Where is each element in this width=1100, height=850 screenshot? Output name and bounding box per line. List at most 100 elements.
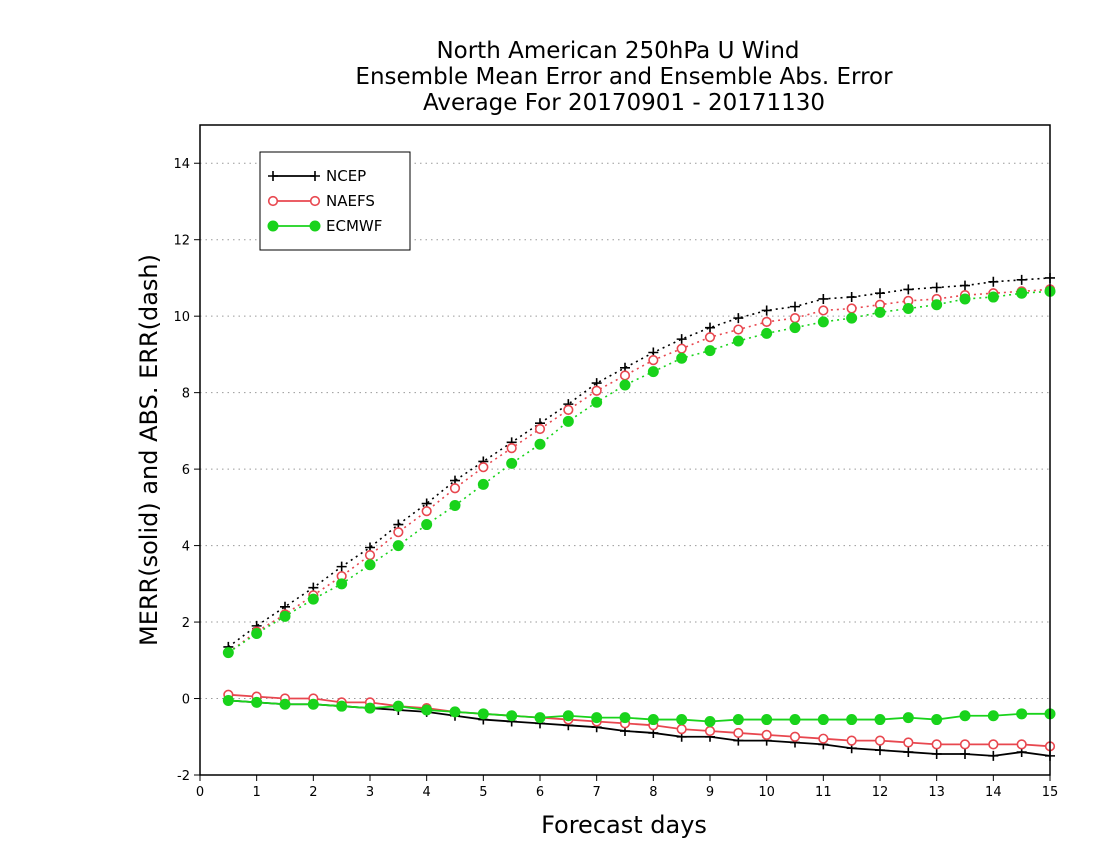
chart-title: North American 250hPa U Wind Ensemble Me… bbox=[355, 38, 893, 116]
title-line-3: Average For 20170901 - 20171130 bbox=[423, 90, 825, 116]
naefs-mean-error-point bbox=[733, 727, 744, 739]
ecmwf-mean-error-point bbox=[761, 714, 773, 726]
x-tick-label: 11 bbox=[815, 785, 832, 800]
y-tick-label: 14 bbox=[173, 157, 190, 172]
naefs-abs-error-point bbox=[478, 462, 489, 473]
ecmwf-mean-error-line bbox=[228, 699, 1050, 723]
ecmwf-mean-error-point bbox=[676, 714, 688, 726]
naefs-abs-error-point bbox=[648, 355, 659, 366]
naefs-abs-error-point bbox=[818, 305, 829, 316]
ncep-abs-error-point bbox=[818, 293, 829, 304]
ncep-mean-error-point bbox=[960, 748, 970, 759]
x-tick-label: 4 bbox=[423, 785, 431, 800]
legend: NCEP NAEFS ECMWF bbox=[259, 151, 411, 251]
ecmwf-abs-error-point bbox=[392, 540, 404, 552]
ecmwf-mean-error-point bbox=[704, 715, 716, 727]
ecmwf-mean-error-point bbox=[647, 714, 659, 726]
x-tick-label: 2 bbox=[309, 785, 317, 800]
naefs-mean-error-point bbox=[931, 739, 942, 750]
ecmwf-mean-error-point bbox=[307, 698, 319, 710]
naefs-abs-error-point bbox=[563, 404, 574, 415]
legend-marker-ecmwf bbox=[309, 220, 321, 232]
naefs-mean-error-point bbox=[903, 737, 914, 748]
ecmwf-mean-error-point bbox=[789, 714, 801, 726]
ecmwf-mean-error-point bbox=[449, 706, 461, 718]
ecmwf-mean-error-point bbox=[591, 712, 603, 724]
naefs-abs-error-point bbox=[449, 483, 461, 494]
legend-marker-ecmwf bbox=[267, 220, 279, 232]
ecmwf-mean-error-point bbox=[279, 698, 291, 710]
ecmwf-mean-error-point bbox=[902, 712, 914, 724]
ncep-abs-error-point bbox=[761, 305, 772, 316]
y-tick-label: 12 bbox=[173, 234, 190, 249]
ecmwf-mean-error-point bbox=[506, 710, 518, 722]
ncep-mean-error-line bbox=[228, 699, 1051, 757]
y-tick-label: 4 bbox=[182, 540, 190, 555]
ecmwf-abs-error-point bbox=[732, 335, 744, 347]
ecmwf-mean-error-point bbox=[732, 714, 744, 726]
naefs-mean-error-point bbox=[818, 733, 829, 744]
ncep-abs-error-point bbox=[336, 561, 347, 572]
ecmwf-abs-error-point bbox=[336, 578, 348, 590]
ecmwf-abs-error-point bbox=[449, 499, 461, 511]
ecmwf-abs-error-line bbox=[227, 290, 1051, 654]
x-tick-label: 0 bbox=[196, 785, 204, 800]
x-tick-label: 8 bbox=[649, 785, 657, 800]
ecmwf-mean-error-point bbox=[364, 702, 376, 714]
ecmwf-abs-error-point bbox=[619, 379, 631, 391]
ncep-mean-error-point bbox=[875, 745, 885, 756]
naefs-abs-error-point bbox=[789, 312, 801, 324]
ncep-abs-error-point bbox=[875, 288, 885, 299]
naefs-mean-error-point bbox=[704, 725, 716, 737]
y-tick-label: 10 bbox=[173, 310, 190, 325]
ecmwf-mean-error-point bbox=[251, 696, 263, 708]
ecmwf-abs-error-point bbox=[562, 415, 574, 427]
ecmwf-mean-error-point bbox=[959, 710, 971, 722]
ecmwf-mean-error-point bbox=[1016, 708, 1028, 720]
ecmwf-mean-error-point bbox=[987, 710, 999, 722]
ecmwf-mean-error-point bbox=[562, 710, 574, 722]
ecmwf-abs-error-point bbox=[591, 396, 603, 408]
ecmwf-mean-error-point bbox=[619, 712, 631, 724]
ecmwf-abs-error-point bbox=[477, 478, 489, 490]
ncep-abs-error-point bbox=[846, 292, 857, 303]
ecmwf-abs-error-point bbox=[307, 593, 319, 605]
naefs-abs-error-point bbox=[619, 370, 631, 381]
y-tick-label: 2 bbox=[182, 616, 190, 631]
ecmwf-abs-error-point bbox=[676, 352, 688, 364]
naefs-abs-error-point bbox=[846, 303, 857, 314]
ecmwf-abs-error-point bbox=[959, 293, 971, 305]
ecmwf-mean-error-point bbox=[874, 714, 886, 726]
naefs-mean-error-point bbox=[988, 739, 999, 750]
naefs-abs-error-line bbox=[227, 288, 1051, 654]
ecmwf-abs-error-point bbox=[647, 366, 659, 378]
x-tick-label: 5 bbox=[479, 785, 487, 800]
legend-marker-naefs bbox=[267, 195, 279, 207]
ecmwf-mean-error-point bbox=[336, 700, 348, 712]
ecmwf-abs-error-point bbox=[421, 519, 433, 531]
legend-marker-ncep bbox=[268, 171, 278, 181]
ecmwf-abs-error-point bbox=[222, 647, 234, 659]
ecmwf-mean-error-point bbox=[392, 700, 404, 712]
ecmwf-abs-error-point bbox=[506, 457, 518, 469]
naefs-abs-error-point bbox=[676, 343, 687, 354]
naefs-abs-error-point bbox=[506, 442, 517, 454]
ecmwf-mean-error-point bbox=[421, 704, 433, 716]
ecmwf-abs-error-point bbox=[987, 291, 999, 303]
x-tick-label: 7 bbox=[593, 785, 601, 800]
ecmwf-abs-error-point bbox=[902, 303, 914, 315]
y-tick-label: 6 bbox=[182, 463, 190, 478]
naefs-abs-error-point bbox=[393, 527, 404, 538]
x-tick-label: 6 bbox=[536, 785, 544, 800]
legend-label-naefs: NAEFS bbox=[326, 192, 375, 210]
naefs-abs-error-point bbox=[704, 332, 716, 343]
ecmwf-mean-error-point bbox=[222, 694, 234, 706]
series-ncep bbox=[223, 272, 1055, 761]
y-tick-label: -2 bbox=[177, 769, 190, 784]
naefs-mean-error-point bbox=[676, 724, 687, 735]
series-layer bbox=[222, 272, 1056, 761]
x-tick-label: 3 bbox=[366, 785, 374, 800]
ncep-abs-error-point bbox=[733, 313, 744, 324]
x-tick-label: 10 bbox=[758, 785, 775, 800]
